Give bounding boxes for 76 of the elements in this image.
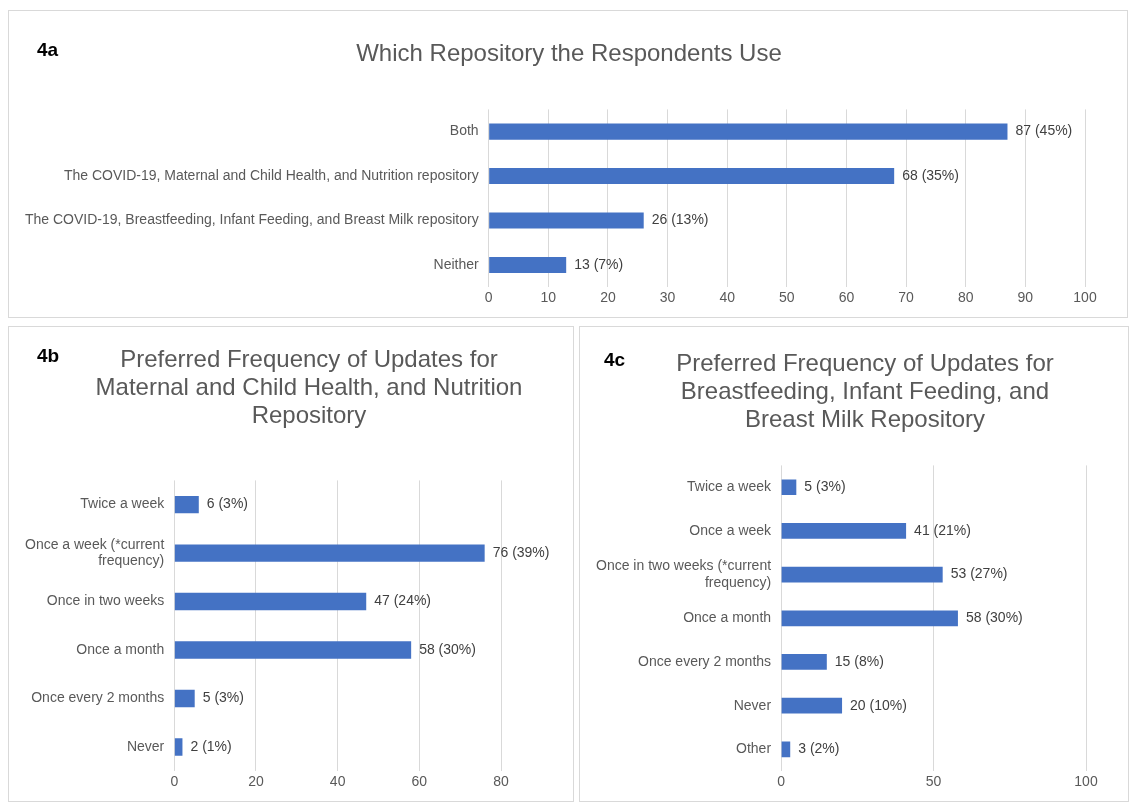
x-tick-label: 50 [925, 773, 942, 790]
y-tick-label: Once every 2 months [31, 689, 165, 706]
x-tick-label: 30 [659, 289, 676, 306]
data-label: 68 (35%) [902, 166, 959, 183]
x-tick-label: 40 [719, 289, 736, 306]
x-tick-label: 40 [329, 773, 346, 790]
y-tick-label: Neither [433, 255, 479, 272]
data-label: 26 (13%) [651, 211, 709, 228]
text: 4c [604, 349, 626, 371]
y-tick-label: Other [736, 740, 772, 757]
chart-title: Preferred Frequency of Updates for Maternal and Child Health, and Nutrition Repository [94, 345, 524, 429]
y-tick-label: Twice a week [687, 478, 773, 495]
data-label: 20 (10%) [850, 696, 907, 713]
x-tick-label: 100 [1073, 289, 1097, 306]
x-tick-label: 80 [493, 773, 509, 790]
y-tick-label: Once a month [683, 609, 772, 626]
bar [174, 738, 183, 756]
x-tick-label: 50 [779, 289, 795, 306]
bar [489, 212, 644, 229]
y-tick-label: Once a week (*current frequency) [24, 535, 165, 569]
y-tick-label: Twice a week [80, 495, 166, 512]
bar [174, 641, 412, 659]
y-tick-label: Never [733, 696, 772, 713]
bar [781, 523, 907, 539]
chart-title: Preferred Frequency of Updates for Breastfeeding, Infant Feeding, and Breast Milk Repository [675, 349, 1055, 433]
data-label: 53 (27%) [950, 565, 1008, 582]
x-tick-label: 0 [484, 289, 493, 306]
data-label: 87 (45%) [1015, 122, 1073, 139]
bar [781, 479, 797, 496]
data-label: 6 (3%) [206, 495, 249, 512]
bar [781, 654, 827, 670]
x-tick-label: 10 [540, 289, 557, 306]
data-label: 5 (3%) [202, 689, 244, 706]
bar [781, 697, 843, 714]
data-label: 58 (30%) [965, 609, 1023, 626]
bar [174, 544, 485, 562]
x-tick-label: 60 [411, 773, 428, 790]
data-label: 3 (2%) [798, 740, 840, 757]
x-tick-label: 0 [170, 773, 179, 790]
data-label: 58 (30%) [419, 640, 476, 657]
x-tick-label: 90 [1017, 289, 1034, 306]
y-tick-label: Once every 2 months [638, 652, 772, 669]
text: 4a [37, 39, 59, 61]
y-tick-label: Once a month [76, 640, 165, 657]
x-tick-label: 70 [898, 289, 915, 306]
chart-title: Which Repository the Respondents Use [355, 39, 783, 67]
bar [174, 495, 199, 514]
data-label: 76 (39%) [492, 543, 550, 560]
data-label: 2 (1%) [190, 737, 232, 754]
bar [174, 689, 195, 708]
x-tick-label: 20 [600, 289, 616, 306]
x-tick-label: 60 [838, 289, 855, 306]
y-tick-label: Once in two weeks (*current frequency) [595, 557, 772, 590]
data-label: 15 (8%) [834, 652, 884, 669]
bar [781, 741, 791, 758]
bar [781, 566, 943, 583]
bar [489, 123, 1008, 140]
bar [174, 592, 367, 611]
y-tick-label: Both [449, 122, 479, 139]
data-label: 13 (7%) [574, 255, 624, 272]
text: 4b [37, 345, 60, 367]
x-tick-label: 100 [1074, 773, 1098, 790]
data-label: 47 (24%) [374, 592, 432, 609]
x-tick-label: 20 [248, 773, 264, 790]
data-label: 41 (21%) [914, 521, 971, 538]
y-tick-label: The COVID-19, Maternal and Child Health, and Nutrition repository [63, 166, 479, 183]
y-tick-label: Once a week [689, 521, 773, 538]
y-tick-label: Once in two weeks [46, 592, 165, 609]
x-tick-label: 80 [957, 289, 974, 306]
bar [489, 168, 895, 185]
data-label: 5 (3%) [804, 478, 846, 495]
y-tick-label: Never [126, 737, 165, 754]
bar [781, 610, 958, 627]
y-tick-label: The COVID-19, Breastfeeding, Infant Feeding, and Breast Milk repository [25, 211, 479, 228]
x-tick-label: 0 [777, 773, 786, 790]
bar [489, 256, 567, 273]
